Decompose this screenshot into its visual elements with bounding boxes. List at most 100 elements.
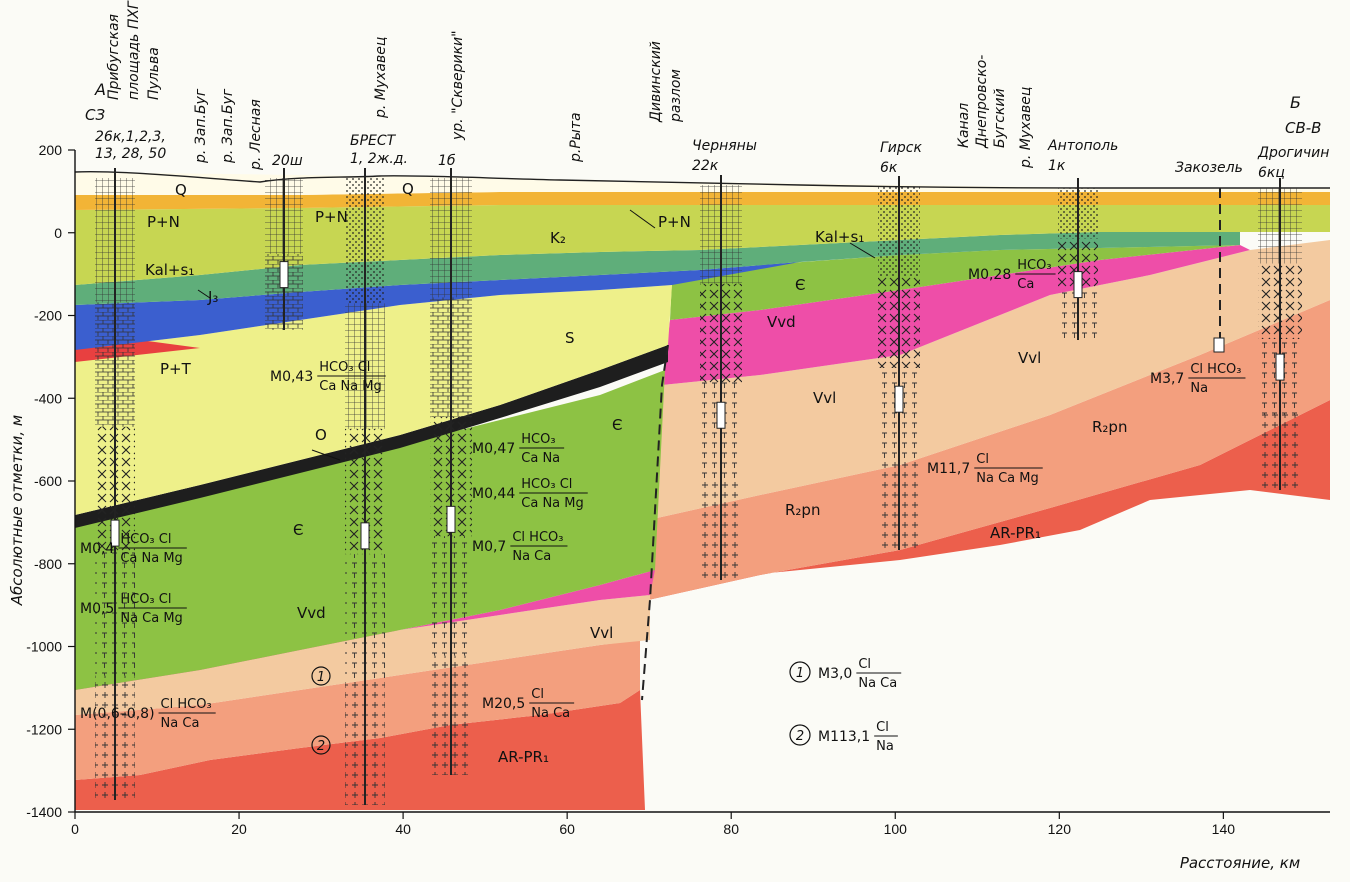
formation-label: Vvl: [813, 389, 836, 407]
formation-label: Kal+s₁: [145, 261, 194, 279]
water-formula: M0,47 HCO₃ Ca Na: [472, 432, 565, 466]
well-label: Закозель: [1175, 160, 1243, 176]
x-tick-label: 0: [71, 821, 79, 837]
sample-marker-number: 1: [317, 670, 325, 685]
divinsky-fault-line: [641, 344, 669, 701]
well-screen: [279, 261, 289, 289]
formation-label: O: [315, 426, 327, 444]
water-formulas: M0,43 HCO₃ Cl Ca Na Mg M0,47 HCO₃ Ca Na M0,44 H…: [80, 258, 1246, 755]
profile-end-direction: СВ-В: [1285, 119, 1321, 137]
well-label: 20ш: [272, 153, 303, 169]
well-label: Дивинский: [648, 41, 664, 123]
water-formula: M113,1 Cl Na: [818, 720, 898, 754]
formation-label: Є: [293, 521, 303, 539]
formula-mineralization: M0,43: [270, 369, 313, 385]
well-screen: [1275, 353, 1285, 381]
water-formula: M0,7 Cl HCO₃ Na Ca: [472, 530, 568, 564]
formula-numerator: Cl HCO₃: [1190, 362, 1241, 377]
well-label: Черняны: [692, 138, 757, 154]
formation-label: Q: [402, 180, 414, 198]
water-formula: M0,28 HCO₃ Ca: [968, 258, 1056, 292]
x-tick-label: 20: [231, 821, 247, 837]
y-tick-label: 0: [54, 225, 62, 241]
well-label: р. Лесная: [248, 99, 264, 171]
layer-j3: [75, 262, 800, 350]
layer-cambrian-right: [670, 245, 1240, 320]
formation-label: Vvl: [1018, 349, 1041, 367]
x-tick-label: 60: [559, 821, 575, 837]
y-tick-label: -1400: [26, 804, 62, 820]
x-axis-label: Расстояние, км: [1180, 854, 1300, 872]
legend-marker-number: 1: [796, 666, 804, 681]
well-label: Бугский: [992, 88, 1008, 148]
formula-numerator: Cl HCO₃: [161, 697, 212, 712]
water-formula: M0,4 HCO₃ Cl Ca Na Mg: [80, 532, 187, 566]
formation-labels: Q Q P+N P+N P+N K₂ Kal+s₁ Kal+s₁ J₃ P+T S O Є Є Є Vvd Vv…: [145, 180, 1127, 766]
legend-marker: [789, 724, 811, 746]
formation-label: P+N: [315, 208, 348, 226]
well-label: р.Рыта: [568, 112, 584, 163]
well-screen: [1073, 271, 1083, 299]
well-screen: [446, 505, 456, 533]
well-screen: [716, 401, 726, 429]
formula-denominator: Ca Na Mg: [521, 496, 583, 511]
formation-label: Є: [612, 416, 622, 434]
y-tick-label: -800: [34, 556, 62, 572]
profile-start-direction: СЗ: [85, 106, 105, 124]
legend: 1 M3,0 Cl Na Ca 2 M113,1 Cl Na: [789, 657, 902, 754]
formation-label: Vvl: [590, 624, 613, 642]
formation-label: K₂: [550, 229, 566, 247]
formation-label: R₂pn: [785, 501, 820, 519]
well-column: [430, 168, 472, 775]
leader-line: [197, 289, 211, 299]
sample-marker-number: 2: [317, 739, 325, 754]
formula-mineralization: M0,47: [472, 441, 515, 457]
formula-mineralization: M0,5: [80, 601, 114, 617]
formula-denominator: Ca: [1017, 277, 1034, 292]
well-label: р. Зап.Буг: [193, 88, 209, 164]
y-tick-label: -400: [34, 390, 62, 406]
x-tick-label: 120: [1048, 821, 1072, 837]
formula-mineralization: M20,5: [482, 696, 525, 712]
well-screen: [1213, 337, 1225, 353]
well-column: [1058, 178, 1098, 340]
formula-denominator: Na Ca: [858, 676, 897, 691]
water-formula: M11,7 Cl Na Ca Mg: [927, 452, 1043, 486]
y-tick-label: -1200: [26, 721, 62, 737]
profile-end-label: Б: [1290, 93, 1301, 112]
leader-line: [311, 449, 341, 461]
formula-denominator: Na Ca: [161, 716, 200, 731]
formula-denominator: Na Ca Mg: [976, 471, 1038, 486]
water-formula: M20,5 Cl Na Ca: [482, 687, 575, 721]
legend-marker-number: 2: [796, 729, 804, 744]
formation-label: J₃: [207, 288, 218, 306]
well-label: 6к: [880, 160, 898, 176]
sample-marker: [311, 735, 331, 755]
formula-numerator: HCO₃: [1017, 258, 1051, 273]
formula-numerator: Cl HCO₃: [512, 530, 563, 545]
well-screen: [894, 385, 904, 413]
formation-label: Kal+s₁: [815, 228, 864, 246]
well-label: 26к,1,2,3,: [95, 129, 166, 145]
x-tick-label: 140: [1212, 821, 1236, 837]
formula-mineralization: M(0,6–0,8): [80, 706, 155, 722]
formula-mineralization: M0,7: [472, 539, 506, 555]
well-label: 1, 2ж.д.: [350, 151, 408, 167]
formula-numerator: HCO₃ Cl: [319, 360, 370, 375]
well-label: разлом: [668, 69, 684, 123]
x-tick-label: 80: [723, 821, 739, 837]
well-column: [878, 176, 920, 550]
water-formula: M3,0 Cl Na Ca: [818, 657, 902, 691]
well-label: Дрогичин: [1257, 145, 1329, 161]
y-axis-label: Абсолютные отметки, м: [8, 415, 26, 606]
layer-vvd-right: [662, 245, 1250, 385]
x-tick-label: 40: [395, 821, 411, 837]
formula-denominator: Na: [876, 739, 894, 754]
water-formula: M(0,6–0,8) Cl HCO₃ Na Ca: [80, 697, 216, 731]
formation-label: P+T: [160, 360, 192, 378]
x-tick-label: 100: [884, 821, 908, 837]
formula-numerator: Cl: [876, 720, 889, 735]
y-tick-label: -600: [34, 473, 62, 489]
y-tick-label: -1000: [26, 639, 62, 655]
